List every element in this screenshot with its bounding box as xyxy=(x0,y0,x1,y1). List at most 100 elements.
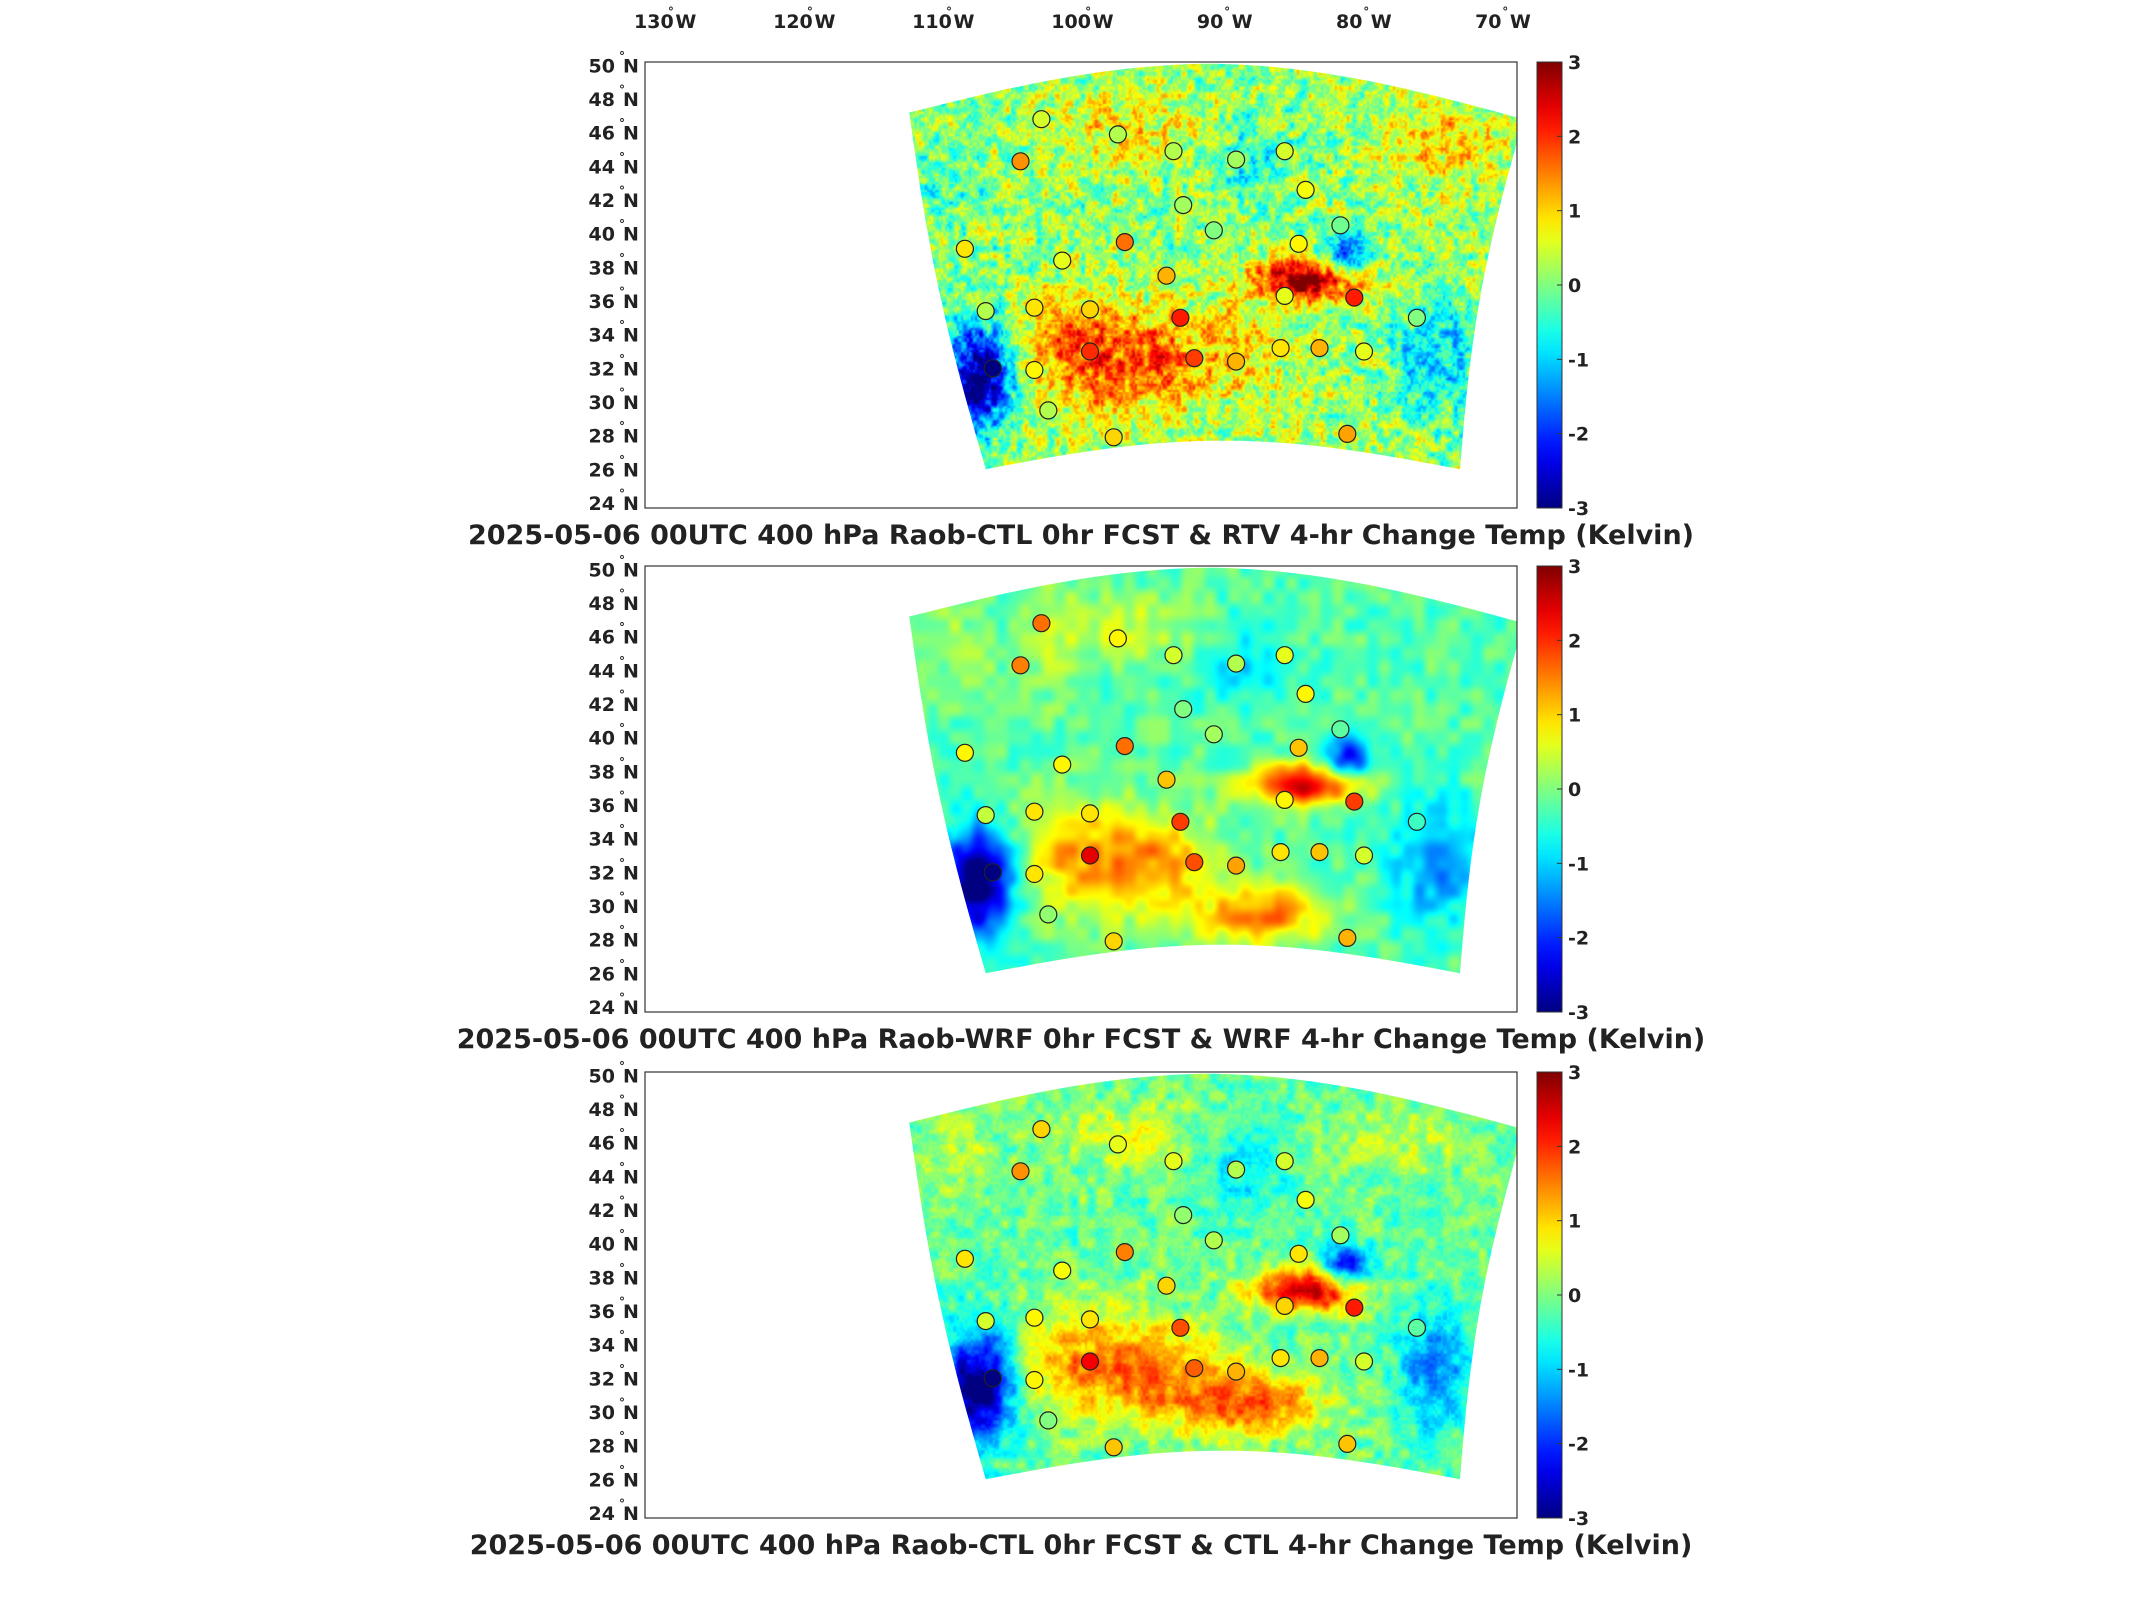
lon-hemi: W xyxy=(954,11,975,33)
station-marker xyxy=(1310,1349,1329,1368)
station-marker xyxy=(1080,1352,1100,1371)
station-marker xyxy=(1011,656,1030,675)
colorbar: 3 2 1 0 -1 -2 -3 xyxy=(1536,556,1589,1024)
lon-label: 80 xyxy=(1336,11,1362,33)
lat-hemi: N xyxy=(623,1267,639,1289)
lat-label: 28 xyxy=(589,1436,615,1458)
lat-hemi: N xyxy=(623,1301,639,1323)
lat-hemi: N xyxy=(623,795,639,817)
map-panel-wrf xyxy=(644,565,1518,1013)
station-marker xyxy=(1157,1276,1176,1295)
lat-label: 26 xyxy=(589,963,615,985)
colorbar-tick: 0 xyxy=(1568,275,1581,297)
lat-hemi: N xyxy=(623,89,639,111)
colorbar-tick: -2 xyxy=(1568,424,1589,446)
lat-label: 34 xyxy=(589,325,615,347)
lon-label: 90 xyxy=(1197,11,1223,33)
station-marker xyxy=(976,806,995,825)
station-marker xyxy=(1053,1261,1072,1280)
lat-label: 38 xyxy=(589,761,615,783)
station-marker xyxy=(1271,843,1290,862)
lat-label: 24 xyxy=(589,1503,615,1525)
station-marker xyxy=(1338,424,1357,443)
lat-hemi: N xyxy=(623,55,639,77)
lat-hemi: N xyxy=(623,660,639,682)
station-marker xyxy=(1171,308,1190,327)
colorbar-tick: 1 xyxy=(1568,201,1581,223)
lat-hemi: N xyxy=(623,930,639,952)
station-marker xyxy=(1039,905,1058,924)
colorbar-tick: -3 xyxy=(1568,498,1589,520)
station-marker xyxy=(1011,152,1030,171)
lat-hemi: N xyxy=(623,1402,639,1424)
lat-hemi: N xyxy=(623,1469,639,1491)
station-marker xyxy=(1185,349,1204,368)
colorbar-tick: -1 xyxy=(1568,853,1589,875)
panel-title: 2025-05-06 00UTC 400 hPa Raob-CTL 0hr FC… xyxy=(468,520,1694,551)
station-marker xyxy=(1080,342,1100,361)
station-marker xyxy=(983,1369,1002,1388)
lon-label: 120 xyxy=(773,11,813,33)
lat-hemi: N xyxy=(623,1436,639,1458)
station-marker xyxy=(1164,646,1183,665)
lat-hemi: N xyxy=(623,190,639,212)
lon-label: 130 xyxy=(634,11,674,33)
station-marker xyxy=(983,359,1002,378)
colorbar-tick: -3 xyxy=(1568,1002,1589,1024)
station-marker xyxy=(1025,802,1044,821)
lat-label: 48 xyxy=(589,1099,615,1121)
degree-mark: ° xyxy=(619,1127,625,1141)
station-marker xyxy=(1289,234,1308,253)
lat-label: 38 xyxy=(589,257,615,279)
station-marker xyxy=(976,302,995,321)
degree-mark: ° xyxy=(946,5,952,19)
degree-mark: ° xyxy=(619,1463,625,1477)
degree-mark: ° xyxy=(619,251,625,265)
lat-label: 40 xyxy=(589,728,615,750)
latitude-labels: 50 °N48 °N46 °N44 °N42 °N40 °N38 °N36 °N34 °N32 °N… xyxy=(589,49,639,515)
lat-label: 32 xyxy=(589,862,615,884)
lat-label: 26 xyxy=(589,1469,615,1491)
raob-stations xyxy=(955,1120,1427,1457)
temperature-field xyxy=(909,1073,1517,1480)
station-marker xyxy=(1025,1370,1044,1390)
degree-mark: ° xyxy=(619,789,625,803)
degree-mark: ° xyxy=(619,1329,625,1343)
station-marker xyxy=(1407,1318,1427,1337)
lat-hemi: N xyxy=(623,1335,639,1357)
lat-label: 30 xyxy=(589,392,615,414)
station-marker xyxy=(1296,1190,1315,1210)
degree-mark: ° xyxy=(619,890,625,904)
lat-hemi: N xyxy=(623,997,639,1019)
degree-mark: ° xyxy=(619,218,625,232)
lat-label: 50 xyxy=(589,559,615,581)
station-marker xyxy=(1157,266,1176,285)
station-marker xyxy=(1275,1152,1294,1171)
country-outline xyxy=(520,1096,584,1122)
station-marker xyxy=(1053,251,1072,270)
lat-hemi: N xyxy=(623,325,639,347)
colorbar-tick: -2 xyxy=(1568,928,1589,950)
station-marker xyxy=(955,1249,974,1268)
longitude-labels: 130° W 120° W 110° W 100° W 90 ° W 80 ° W 70 ° W xyxy=(634,5,1531,33)
degree-mark: ° xyxy=(619,420,625,434)
station-marker xyxy=(1157,770,1176,789)
map-frame xyxy=(644,61,1518,509)
lat-label: 26 xyxy=(589,459,615,481)
station-marker xyxy=(1226,150,1246,169)
station-marker xyxy=(1275,1296,1294,1315)
degree-mark: ° xyxy=(619,49,625,63)
lat-label: 46 xyxy=(589,1133,615,1155)
station-marker xyxy=(1204,725,1223,744)
lon-label: 70 xyxy=(1475,11,1501,33)
degree-mark: ° xyxy=(619,957,625,971)
station-marker xyxy=(1331,216,1350,235)
station-marker xyxy=(1289,738,1308,757)
lat-hemi: N xyxy=(623,224,639,246)
lat-hemi: N xyxy=(623,761,639,783)
lat-label: 42 xyxy=(589,1200,615,1222)
lat-label: 36 xyxy=(589,795,615,817)
degree-mark: ° xyxy=(619,1261,625,1275)
degree-mark: ° xyxy=(619,150,625,164)
station-marker xyxy=(1296,684,1315,704)
